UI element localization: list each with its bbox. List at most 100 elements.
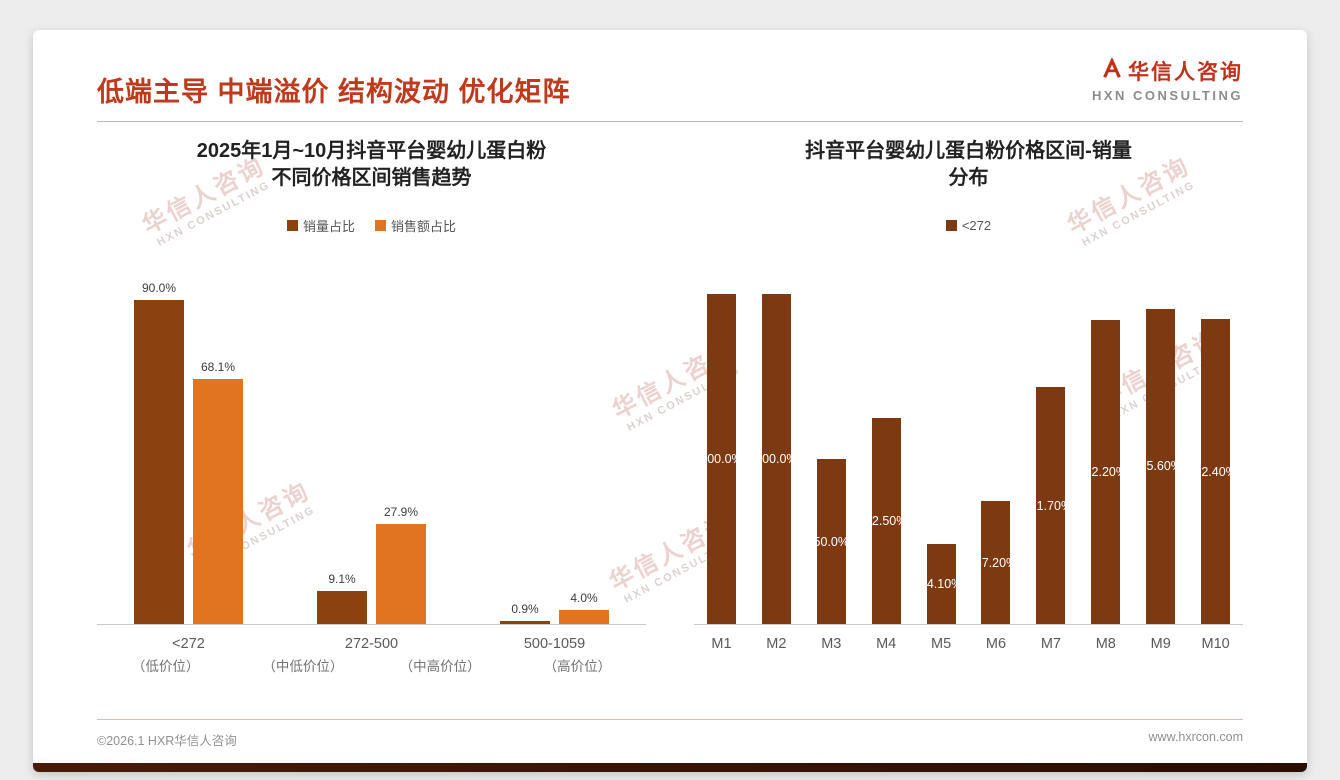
header-divider [97,121,1243,122]
category-label: M1 [711,636,732,652]
bar-value-label: 92.40% [1194,464,1237,479]
legend-label: 销售额占比 [391,219,457,234]
bar-value-label: 62.50% [864,513,908,528]
category-label: M5 [931,636,952,652]
plot-cell: 92.40% [1188,251,1243,624]
plot-cell: 9.1% 27.9% [280,251,463,624]
chart-legend: <272 [694,218,1243,233]
bar-value-label: 100.0% [755,452,798,466]
footer-divider [97,719,1243,720]
plot-cell: 71.70% [1023,251,1078,624]
price-tier-label: （高价位） [543,659,612,674]
bar: 95.60% [1140,308,1182,624]
chart-monthly-distribution: 抖音平台婴幼儿蛋白粉价格区间-销量 分布 <272 100.0% 100.0% 50… [694,138,1243,675]
page-title: 低端主导 中端溢价 结构波动 优化矩阵 [97,77,571,107]
bar-group: 71.70% [1030,387,1072,624]
bottom-accent-bar [33,763,1307,772]
legend-swatch-icon [945,220,957,231]
category-label: M4 [876,636,897,652]
bar: 100.0% [755,294,798,624]
category-label: M10 [1201,636,1230,652]
bar-value-label: 0.9% [511,601,539,616]
category-label: M6 [985,636,1007,652]
bar-value-label: 90.0% [141,281,177,295]
bar-value-label: 95.60% [1139,459,1182,474]
bar-group: 92.40% [1194,319,1237,624]
price-tier-label: （低价位） [131,659,200,674]
bar-value-label: 50.0% [813,534,849,549]
category-label: <272 [172,636,205,652]
bar-group: 37.20% [975,501,1017,624]
bar: 37.20% [975,501,1017,624]
bar-value-label: 37.20% [974,555,1018,570]
category-label: 500-1059 [523,636,586,652]
plot-cell: 100.0% [694,251,749,624]
plot-area: 100.0% 100.0% 50.0% 62.50% 24.10% 37.20% 71.70… [694,251,1243,625]
bar: 92.40% [1194,319,1237,624]
bar-group: 95.60% [1140,308,1182,624]
chart-title-line: 2025年1月~10月抖音平台婴幼儿蛋白粉 [196,140,547,162]
category-label: M9 [1150,636,1171,652]
bar-value-label: 100.0% [700,452,743,466]
bar: 0.9% [500,602,550,624]
category-label: 272-500 [344,636,399,652]
legend-item: 销售额占比 [375,218,457,234]
chart-legend: 销量占比 销售额占比 [97,218,646,234]
bar-value-label: 68.1% [200,359,236,374]
bar: 50.0% [813,459,849,624]
plot-cell: 90.0% 68.1% [97,251,280,624]
footer: ©2026.1 HXR华信人咨询 www.hxrcon.com [97,720,1243,763]
legend-item: 销量占比 [286,218,355,234]
plot-cell: 24.10% [914,251,969,624]
price-tier-label: （中高价位） [399,659,481,674]
bar: 9.1% [317,572,367,624]
legend-swatch-icon [286,220,298,231]
header: 低端主导 中端溢价 结构波动 优化矩阵 华信人咨询 HXN CONSULTING [97,56,1243,109]
bar-value-label: 24.10% [919,577,963,592]
plot-area: 90.0% 68.1% 9.1% 27.9% 0.9% 4.0% [97,251,646,625]
legend-label: <272 [961,218,992,233]
bar: 24.10% [920,544,962,624]
bar-group: 100.0% [700,294,743,624]
bar: 4.0% [559,591,609,624]
bar-group: 90.0% 68.1% [134,281,243,624]
legend-item: <272 [945,218,992,233]
category-label: M2 [766,636,787,652]
bar: 71.70% [1030,387,1072,624]
plot-cell: 50.0% [804,251,859,624]
category-row: <272 272-500 500-1059 [97,636,646,652]
bar: 100.0% [700,294,743,624]
price-tier-label: （中低价位） [262,659,344,674]
legend-label: 销量占比 [302,219,355,234]
chart-title: 抖音平台婴幼儿蛋白粉价格区间-销量 分布 [694,138,1243,192]
website-text: www.hxrcon.com [1148,730,1243,744]
logo-mark-icon [1101,56,1123,85]
plot-cell: 37.20% [969,251,1024,624]
bar: 27.9% [376,505,426,624]
bar-group: 50.0% [813,459,849,624]
slide-body: 华信人咨询 HXN CONSULTING 华信人咨询 HXN CONSULTIN… [33,30,1307,763]
charts-row: 2025年1月~10月抖音平台婴幼儿蛋白粉 不同价格区间销售趋势 销量占比 销售额… [97,138,1243,675]
bar: 92.20% [1085,319,1127,624]
chart-title-line: 分布 [948,167,989,189]
chart-title-line: 抖音平台婴幼儿蛋白粉价格区间-销量 [805,140,1132,162]
bar-group: 0.9% 4.0% [500,591,609,624]
logo-name: 华信人咨询 [1128,61,1243,84]
category-label: M8 [1095,636,1116,652]
copyright-text: ©2026.1 HXR华信人咨询 [97,734,237,748]
plot-cell: 92.20% [1078,251,1133,624]
bar: 90.0% [134,281,184,624]
logo: 华信人咨询 HXN CONSULTING [1092,56,1243,103]
bar-group: 9.1% 27.9% [317,505,426,624]
bar-value-label: 71.70% [1029,498,1073,513]
chart-sales-trend: 2025年1月~10月抖音平台婴幼儿蛋白粉 不同价格区间销售趋势 销量占比 销售额… [97,138,646,675]
tier-row: （低价位） （中低价位） （中高价位） （高价位） [97,655,646,675]
bar-value-label: 4.0% [570,590,598,605]
bar-group: 92.20% [1085,319,1127,624]
bar-value-label: 9.1% [328,572,356,587]
plot-cell: 95.60% [1133,251,1188,624]
category-label: M7 [1040,636,1061,652]
legend-swatch-icon [375,220,386,231]
bar: 68.1% [193,360,243,624]
plot-cell: 100.0% [749,251,804,624]
